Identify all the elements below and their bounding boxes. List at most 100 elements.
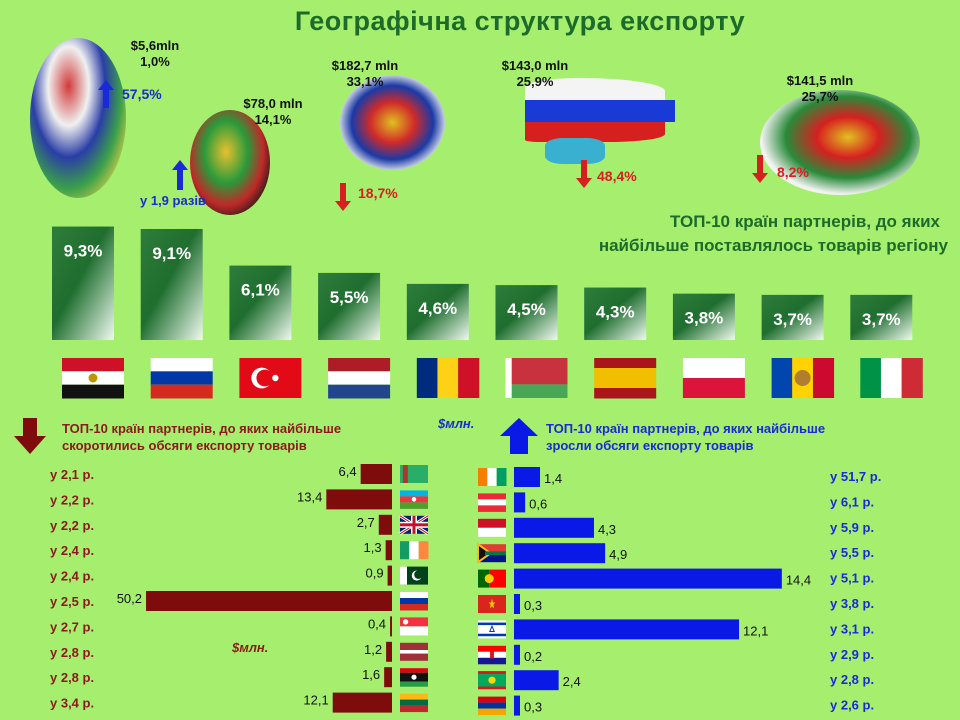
region-europe-change: 18,7%	[358, 185, 398, 201]
declined-bar	[387, 565, 392, 586]
singapore-flag-icon	[400, 617, 428, 636]
grew-value-label: 4,9	[609, 547, 627, 562]
grew-bar	[514, 670, 559, 691]
declined-bar	[146, 591, 392, 611]
grew-multiplier: у 5,5 р.	[830, 545, 874, 560]
grew-bar	[514, 568, 782, 589]
grew-multiplier: у 5,1 р.	[830, 571, 874, 586]
arrow-up-icon	[172, 160, 188, 195]
grew-bar	[514, 543, 606, 564]
libya-flag-icon	[400, 668, 428, 687]
declined-value-label: 2,7	[357, 515, 375, 530]
top10-bar-label: 5,5%	[330, 288, 369, 307]
south-africa-flag-icon	[477, 542, 506, 565]
declined-bar	[385, 540, 392, 561]
top10-bar-label: 3,7%	[862, 310, 901, 329]
top10-bar-label: 6,1%	[241, 281, 280, 300]
turkmenistan-flag-icon	[400, 465, 428, 483]
vietnam-flag-icon	[478, 595, 506, 613]
grew-bar	[514, 467, 541, 487]
armenia-flag-icon	[478, 696, 506, 716]
netherlands-flag-icon	[328, 358, 391, 399]
arrow-down-icon	[752, 155, 768, 188]
top10-bar-label: 9,1%	[152, 244, 191, 263]
declined-bar	[390, 616, 392, 637]
italy-flag-icon	[860, 358, 923, 398]
grew-bar	[514, 492, 526, 513]
declined-value-label: 12,1	[303, 693, 328, 708]
arrow-up-icon	[98, 80, 114, 113]
region-americas-change: 57,5%	[122, 86, 162, 102]
declined-value-label: 1,3	[364, 540, 382, 555]
top10-bar	[52, 226, 114, 340]
grew-multiplier: у 2,6 р.	[830, 698, 874, 713]
declined-value-label: 50,2	[117, 591, 142, 606]
declined-multiplier: у 2,8 р.	[50, 645, 94, 660]
declined-bar	[384, 667, 392, 688]
grew-multiplier: у 6,1 р.	[830, 494, 874, 509]
declined-bar	[326, 489, 392, 510]
declined-multiplier: у 2,8 р.	[50, 670, 94, 685]
moldova-flag-icon	[771, 358, 835, 398]
grew-multiplier: у 3,1 р.	[830, 621, 874, 636]
ireland-flag-icon	[400, 541, 429, 560]
poland-flag-icon	[682, 358, 745, 398]
mauritania-flag-icon	[478, 671, 506, 690]
top10-bar	[229, 265, 292, 340]
russia-flag-icon	[150, 358, 213, 399]
declined-bar	[386, 641, 392, 662]
declined-value-label: 13,4	[297, 489, 322, 504]
grew-multiplier: у 2,9 р.	[830, 647, 874, 662]
russia-cis-map-icon	[525, 78, 675, 168]
grew-unit-label: $млн.	[438, 416, 475, 431]
egypt-flag-icon	[62, 358, 124, 399]
top10-bar-label: 9,3%	[64, 242, 103, 261]
declined-multiplier: у 2,7 р.	[50, 619, 94, 634]
indonesia-flag-icon	[478, 518, 506, 537]
grew-value-label: 2,4	[563, 674, 581, 689]
grew-bar	[514, 695, 520, 716]
romania-flag-icon	[416, 358, 480, 398]
declined-value-label: 1,6	[362, 667, 380, 682]
declined-multiplier: у 2,1 р.	[50, 467, 94, 482]
region-europe-amount: $182,7 mln 33,1%	[331, 58, 399, 89]
declined-bar	[378, 514, 392, 535]
top10-bar	[850, 294, 913, 340]
declined-unit-label: $млн.	[232, 640, 269, 655]
croatia-flag-icon	[478, 645, 506, 665]
top10-bar-label: 3,8%	[685, 309, 724, 328]
region-russia-cis-amount: $143,0 mln 25,9%	[501, 58, 569, 89]
grew-bar	[514, 517, 594, 538]
top10-bar	[761, 294, 824, 340]
region-americas-amount: $5,6mln 1,0%	[130, 38, 180, 69]
top10-bar	[140, 228, 203, 340]
declined-multiplier: у 2,5 р.	[50, 594, 94, 609]
russia-flag-icon	[400, 592, 428, 611]
lithuania-flag-icon	[400, 693, 428, 713]
africa-map-icon	[190, 110, 270, 215]
grew-value-label: 12,1	[743, 623, 768, 638]
grew-value-label: 4,3	[598, 522, 616, 537]
declined-multiplier: у 2,4 р.	[50, 543, 94, 558]
asia-map-icon	[760, 90, 920, 195]
top10-title: ТОП-10 країн партнерів, до яких найбільш…	[598, 212, 948, 255]
page-title: Географічна структура експорту	[294, 6, 746, 36]
grew-bar	[514, 619, 740, 640]
spain-flag-icon	[594, 358, 657, 399]
region-asia-amount: $141,5 mln 25,7%	[786, 73, 854, 104]
americas-map-icon	[30, 38, 126, 198]
arrow-down-icon	[576, 160, 592, 193]
top10-bar-label: 4,5%	[507, 300, 546, 319]
latvia-flag-icon	[400, 642, 428, 661]
declined-value-label: 0,4	[368, 616, 386, 631]
portugal-flag-icon	[478, 569, 506, 588]
grew-value-label: 1,4	[544, 471, 562, 486]
grew-multiplier: у 51,7 р.	[830, 469, 881, 484]
declined-multiplier: у 2,2 р.	[50, 492, 94, 507]
grew-value-label: 0,3	[524, 700, 542, 715]
declined-title: ТОП-10 країн партнерів, до яких найбільш…	[62, 421, 342, 453]
europe-map-icon	[340, 75, 445, 170]
